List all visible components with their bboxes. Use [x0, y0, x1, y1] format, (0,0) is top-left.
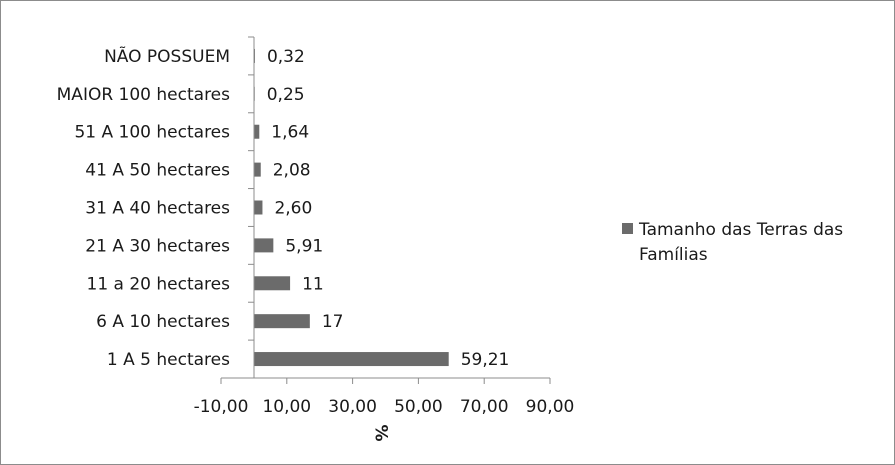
- x-ticks: -10,00 10,00 30,00 50,00 70,00 90,00: [194, 378, 575, 417]
- bar: [253, 238, 274, 253]
- value-label: 17: [322, 312, 344, 332]
- category-label: MAIOR 100 hectares: [57, 85, 230, 105]
- bar: [253, 200, 263, 215]
- value-label: 0,32: [267, 47, 305, 67]
- value-label: 11: [302, 274, 324, 294]
- category-label: NÃO POSSUEM: [104, 45, 230, 67]
- value-label: 5,91: [285, 236, 323, 256]
- category-label: 31 A 40 hectares: [85, 199, 230, 219]
- bars-group: [253, 48, 449, 367]
- x-tick-label: 90,00: [526, 397, 575, 417]
- axes-group: [221, 36, 550, 379]
- x-axis-title: %: [371, 424, 391, 441]
- bar: [253, 352, 449, 367]
- category-label: 41 A 50 hectares: [85, 161, 230, 181]
- category-label: 51 A 100 hectares: [74, 123, 230, 143]
- legend-label-line-2: Famílias: [639, 245, 708, 265]
- category-label: 6 A 10 hectares: [96, 312, 230, 332]
- value-labels: 0,32 0,25 1,64 2,08 2,60 5,91 11 17 59,21: [267, 47, 510, 370]
- bar: [253, 314, 310, 329]
- legend-swatch: [622, 223, 633, 234]
- category-label: 21 A 30 hectares: [85, 236, 230, 256]
- category-label: 1 A 5 hectares: [107, 350, 230, 370]
- bar: [253, 124, 260, 139]
- x-tick-label: 70,00: [460, 397, 509, 417]
- x-tick-label: 50,00: [394, 397, 443, 417]
- legend: Tamanho das Terras das Famílias: [622, 220, 843, 265]
- x-tick-label: 30,00: [328, 397, 377, 417]
- value-label: 1,64: [271, 123, 309, 143]
- value-label: 2,60: [274, 199, 312, 219]
- value-label: 0,25: [267, 85, 305, 105]
- legend-label-line-1: Tamanho das Terras das: [638, 220, 843, 240]
- value-label: 59,21: [461, 350, 510, 370]
- x-tick-label: -10,00: [194, 397, 249, 417]
- bar: [253, 162, 261, 177]
- category-label: 11 a 20 hectares: [87, 274, 231, 294]
- value-label: 2,08: [273, 161, 311, 181]
- category-labels: NÃO POSSUEM MAIOR 100 hectares 51 A 100 he…: [57, 45, 231, 370]
- x-tick-label: 10,00: [262, 397, 311, 417]
- bar: [253, 276, 291, 291]
